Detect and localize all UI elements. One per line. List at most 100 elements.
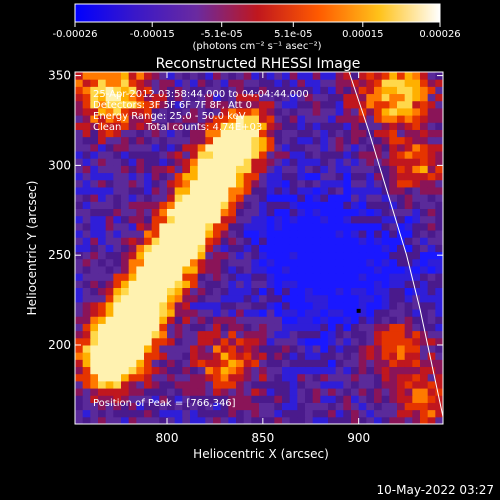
heatmap-cell: [282, 165, 291, 174]
heatmap-cell: [90, 215, 99, 224]
heatmap-cell: [151, 352, 160, 360]
heatmap-cell: [228, 215, 237, 224]
heatmap-cell: [82, 380, 91, 389]
heatmap-cell: [427, 237, 436, 245]
heatmap-cell: [190, 107, 199, 116]
heatmap-cell: [121, 115, 130, 123]
heatmap-cell: [121, 186, 130, 195]
heatmap-cell: [397, 165, 406, 174]
heatmap-cell: [75, 366, 84, 375]
heatmap-cell: [174, 265, 183, 274]
heatmap-cell: [228, 222, 237, 231]
heatmap-cell: [121, 129, 130, 138]
heatmap-cell: [297, 72, 306, 80]
heatmap-cell: [427, 79, 436, 87]
heatmap-cell: [90, 287, 99, 296]
heatmap-cell: [297, 344, 306, 353]
heatmap-cell: [335, 352, 344, 360]
heatmap-cell: [251, 172, 260, 181]
heatmap-cell: [297, 186, 306, 195]
heatmap-cell: [167, 115, 176, 123]
heatmap-cell: [174, 258, 183, 267]
heatmap-cell: [404, 301, 413, 310]
heatmap-cell: [312, 316, 321, 324]
heatmap-cell: [75, 330, 84, 339]
heatmap-cell: [90, 107, 99, 116]
heatmap-cell: [351, 194, 360, 202]
heatmap-cell: [228, 388, 237, 396]
heatmap-cell: [159, 129, 168, 138]
x-axis-label: Heliocentric X (arcsec): [193, 447, 329, 461]
heatmap-cell: [113, 330, 122, 339]
heatmap-cell: [174, 330, 183, 339]
heatmap-cell: [144, 222, 153, 231]
heatmap-cell: [182, 388, 191, 396]
heatmap-cell: [136, 265, 145, 274]
heatmap-cell: [197, 416, 206, 424]
heatmap-cell: [144, 86, 153, 95]
heatmap-cell: [82, 265, 91, 274]
heatmap-cell: [412, 186, 421, 195]
heatmap-cell: [312, 344, 321, 353]
heatmap-cell: [151, 222, 160, 231]
heatmap-cell: [144, 179, 153, 188]
heatmap-cell: [128, 251, 137, 260]
heatmap-cell: [320, 352, 329, 360]
heatmap-cell: [420, 215, 429, 224]
heatmap-cell: [90, 244, 99, 253]
heatmap-cell: [397, 122, 406, 130]
heatmap-cell: [320, 237, 329, 245]
heatmap-cell: [259, 186, 268, 195]
heatmap-cell: [98, 287, 107, 296]
heatmap-cell: [266, 359, 275, 368]
heatmap-cell: [98, 330, 107, 339]
heatmap-cell: [82, 194, 91, 202]
heatmap-cell: [427, 115, 436, 123]
heatmap-cell: [251, 388, 260, 396]
heatmap-cell: [190, 301, 199, 310]
heatmap-cell: [98, 151, 107, 159]
heatmap-cell: [182, 201, 191, 209]
heatmap-cell: [136, 215, 145, 224]
heatmap-cell: [427, 294, 436, 303]
heatmap-cell: [220, 309, 229, 317]
heatmap-cell: [144, 72, 153, 80]
heatmap-cell: [343, 115, 352, 123]
heatmap-cell: [289, 129, 298, 138]
heatmap-cell: [190, 251, 199, 260]
heatmap-cell: [266, 72, 275, 80]
heatmap-cell: [412, 330, 421, 339]
heatmap-cell: [420, 409, 429, 418]
heatmap-cell: [220, 380, 229, 389]
heatmap-cell: [351, 172, 360, 181]
heatmap-cell: [274, 208, 283, 217]
heatmap-cell: [197, 287, 206, 296]
heatmap-cell: [305, 179, 314, 188]
heatmap-cell: [82, 215, 91, 224]
y-tick-label: 200: [48, 338, 71, 352]
heatmap-cell: [320, 402, 329, 411]
heatmap-cell: [90, 344, 99, 353]
heatmap-cell: [190, 359, 199, 368]
heatmap-cell: [98, 273, 107, 281]
heatmap-cell: [427, 151, 436, 159]
heatmap-cell: [121, 402, 130, 411]
heatmap-cell: [144, 244, 153, 253]
heatmap-cell: [289, 208, 298, 217]
heatmap-cell: [282, 388, 291, 396]
heatmap-cell: [266, 323, 275, 332]
heatmap-cell: [389, 122, 398, 130]
heatmap-cell: [358, 366, 367, 375]
heatmap-cell: [228, 287, 237, 296]
heatmap-cell: [213, 337, 222, 346]
heatmap-cell: [105, 172, 114, 181]
heatmap-cell: [282, 309, 291, 317]
heatmap-cell: [174, 136, 183, 145]
heatmap-cell: [205, 186, 214, 195]
heatmap-cell: [228, 251, 237, 260]
heatmap-cell: [374, 388, 383, 396]
heatmap-cell: [98, 409, 107, 418]
heatmap-cell: [105, 93, 114, 102]
heatmap-cell: [320, 186, 329, 195]
